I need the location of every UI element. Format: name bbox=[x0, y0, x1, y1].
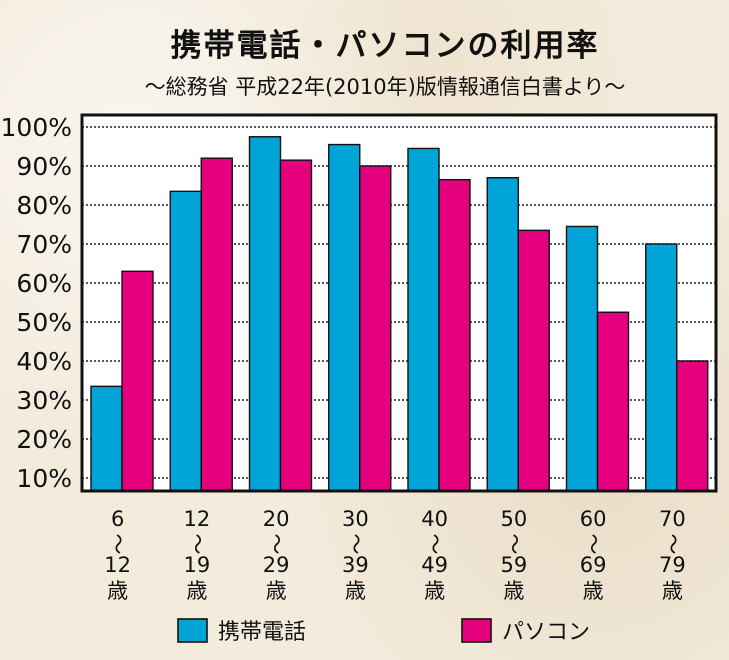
x-tick-label: 12 bbox=[184, 507, 211, 531]
x-tick-label: 29 bbox=[263, 553, 290, 577]
x-tick-label: 12 bbox=[104, 553, 131, 577]
bar-mobile-phone bbox=[645, 243, 678, 492]
x-tick-label: 歳 bbox=[583, 579, 604, 603]
x-tick-label: 歳 bbox=[662, 579, 683, 603]
bar-mobile-phone bbox=[90, 385, 123, 492]
x-tick-separator: 〜 bbox=[343, 534, 367, 555]
x-tick-label: 59 bbox=[501, 553, 528, 577]
x-tick-label: 19 bbox=[184, 553, 211, 577]
bar-mobile-phone bbox=[328, 143, 361, 492]
x-tick-label: 30 bbox=[342, 507, 369, 531]
x-tick-label: 39 bbox=[342, 553, 369, 577]
x-tick-separator: 〜 bbox=[264, 534, 288, 555]
legend-label: 携帯電話 bbox=[218, 620, 306, 645]
y-tick-label: 40% bbox=[16, 347, 72, 376]
bar-mobile-phone bbox=[169, 190, 202, 492]
x-tick-label: 49 bbox=[421, 553, 448, 577]
legend-label: パソコン bbox=[502, 620, 590, 645]
x-tick-label: 6 bbox=[111, 507, 124, 531]
legend-swatch bbox=[177, 618, 208, 643]
bar-pc bbox=[676, 360, 709, 492]
x-tick-separator: 〜 bbox=[502, 534, 526, 555]
x-tick-label: 50 bbox=[501, 507, 528, 531]
x-tick-label: 20 bbox=[263, 507, 290, 531]
x-tick-label: 79 bbox=[659, 553, 686, 577]
y-tick-label: 90% bbox=[16, 152, 72, 181]
x-tick-separator: 〜 bbox=[185, 534, 209, 555]
x-tick-label: 歳 bbox=[345, 579, 366, 603]
x-tick-separator: 〜 bbox=[423, 534, 447, 555]
bar-pc bbox=[279, 159, 313, 492]
bar-pc bbox=[438, 178, 471, 492]
x-tick-label: 40 bbox=[421, 507, 448, 531]
x-tick-label: 69 bbox=[580, 553, 607, 577]
x-tick-label: 歳 bbox=[424, 579, 445, 603]
y-tick-label: 70% bbox=[16, 230, 72, 259]
bar-mobile-phone bbox=[565, 225, 599, 492]
y-tick-label: 60% bbox=[16, 269, 72, 298]
bar-pc bbox=[121, 270, 154, 492]
y-tick-label: 20% bbox=[16, 425, 72, 454]
x-tick-label: 歳 bbox=[266, 579, 287, 603]
bar-pc bbox=[596, 311, 630, 492]
x-tick-label: 歳 bbox=[107, 579, 128, 603]
y-tick-label: 100% bbox=[1, 113, 72, 142]
chart-subtitle: 〜総務省 平成22年(2010年)版情報通信白書より〜 bbox=[145, 75, 626, 99]
plot-frame bbox=[80, 113, 718, 493]
x-tick-label: 70 bbox=[659, 507, 686, 531]
chart-title: 携帯電話・パソコンの利用率 bbox=[171, 28, 600, 64]
y-tick-label: 10% bbox=[16, 464, 72, 493]
y-tick-label: 30% bbox=[16, 386, 72, 415]
y-tick-label: 50% bbox=[16, 308, 72, 337]
bar-mobile-phone bbox=[407, 147, 440, 492]
bar-pc bbox=[200, 157, 233, 492]
x-tick-label: 歳 bbox=[186, 579, 207, 603]
x-tick-label: 歳 bbox=[503, 579, 524, 603]
bar-pc bbox=[359, 165, 392, 492]
x-tick-separator: 〜 bbox=[106, 534, 130, 555]
bar-mobile-phone bbox=[486, 176, 519, 492]
bar-pc bbox=[517, 229, 550, 492]
legend-swatch bbox=[461, 618, 492, 643]
x-tick-separator: 〜 bbox=[660, 534, 684, 555]
bar-mobile-phone bbox=[248, 136, 282, 492]
x-tick-separator: 〜 bbox=[581, 534, 605, 555]
x-tick-label: 60 bbox=[580, 507, 607, 531]
y-tick-label: 80% bbox=[16, 191, 72, 220]
